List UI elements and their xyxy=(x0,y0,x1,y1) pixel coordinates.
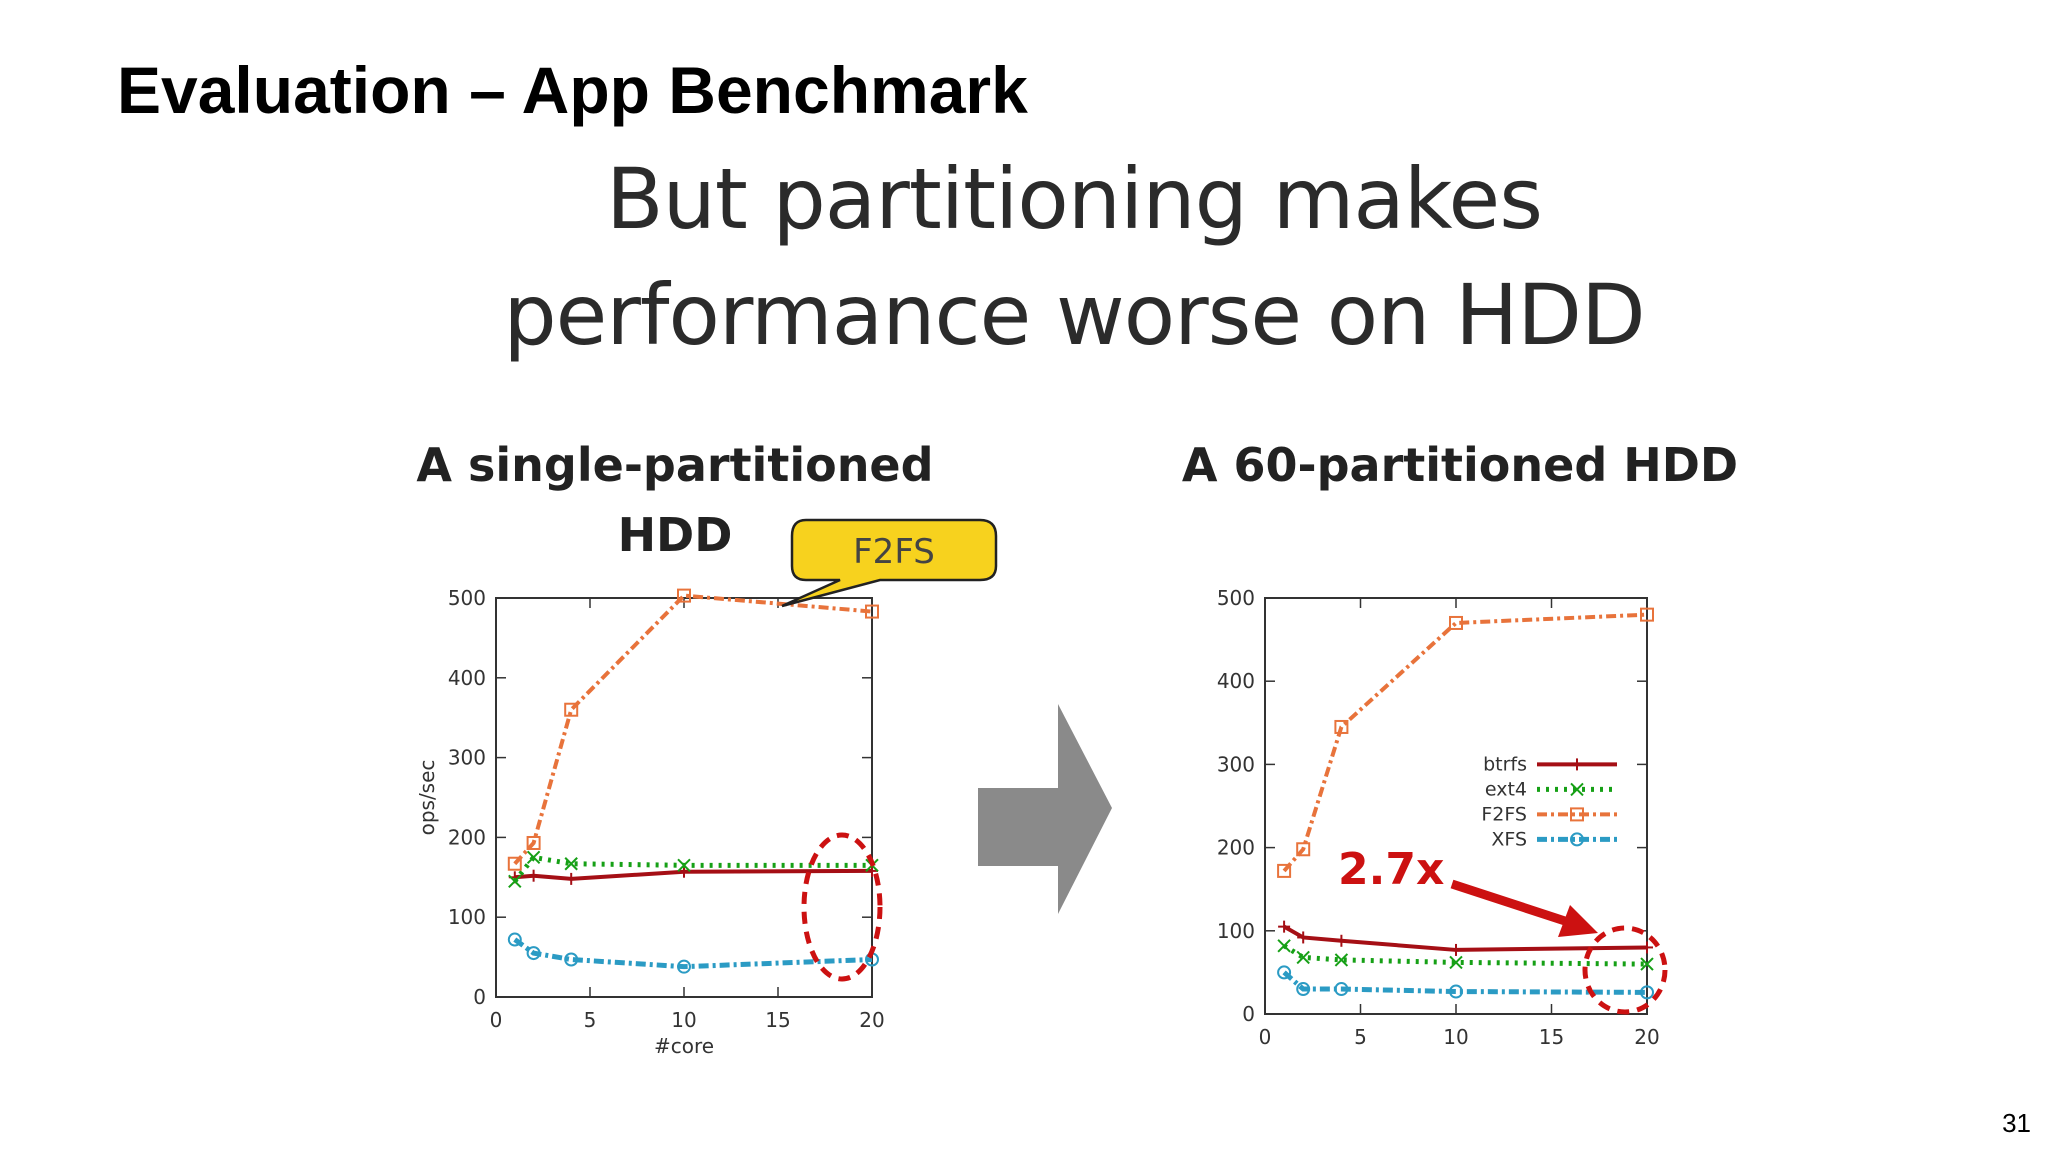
series-line-ext4 xyxy=(512,854,872,883)
callout-bubble xyxy=(781,518,998,608)
data-point-ext4 xyxy=(1334,953,1349,967)
legend-label-ext4: ext4 xyxy=(1485,778,1527,800)
callout-label: F2FS xyxy=(853,532,935,572)
legend-label-f2fs: F2FS xyxy=(1481,803,1527,825)
left-highlight-ellipse xyxy=(801,832,883,982)
data-point-f2fs xyxy=(865,604,879,619)
f2fs-callout: F2FS xyxy=(781,518,998,608)
x-tick-label: 20 xyxy=(859,1008,884,1032)
right-chart-title: A 60-partitioned HDD xyxy=(1181,438,1739,492)
x-axis-label: #core xyxy=(654,1034,714,1058)
x-tick-label: 0 xyxy=(1259,1025,1272,1049)
y-tick-label: 0 xyxy=(1242,1002,1255,1026)
data-point-ext4 xyxy=(526,850,541,865)
data-point-xfs xyxy=(526,946,541,961)
data-point-ext4 xyxy=(1449,955,1463,970)
data-point-ext4 xyxy=(508,874,522,888)
x-tick-label: 5 xyxy=(1354,1025,1367,1049)
slide-title: Evaluation – App Benchmark xyxy=(117,53,1028,127)
legend-label-xfs: XFS xyxy=(1491,828,1527,850)
legend-marker-f2fs xyxy=(1570,807,1584,822)
right-highlight-ellipse xyxy=(1582,925,1668,1015)
data-point-xfs xyxy=(1449,984,1463,999)
x-tick-label: 5 xyxy=(584,1008,597,1032)
data-point-f2fs xyxy=(1296,842,1311,857)
y-tick-label: 500 xyxy=(1217,586,1255,610)
legend-label-btrfs: btrfs xyxy=(1483,753,1527,775)
data-point-ext4 xyxy=(677,858,691,873)
heading-line-1: But partitioning makes xyxy=(605,150,1543,248)
y-tick-label: 100 xyxy=(1217,919,1255,943)
data-point-xfs xyxy=(1334,982,1349,997)
series-line-f2fs xyxy=(513,593,873,866)
data-point-xfs xyxy=(1277,965,1292,980)
y-tick-label: 300 xyxy=(1217,752,1255,776)
data-point-xfs xyxy=(507,932,522,947)
plot-frame xyxy=(495,597,873,998)
data-point-f2fs xyxy=(1640,607,1654,622)
ratio-arrow-icon xyxy=(1558,905,1598,937)
legend-marker-ext4 xyxy=(1570,782,1584,797)
series-line-f2fs xyxy=(1282,612,1648,873)
x-tick-label: 20 xyxy=(1634,1025,1659,1049)
data-point-f2fs xyxy=(526,835,541,850)
y-tick-label: 300 xyxy=(448,746,486,770)
left-chart-title: A single-partitioned HDD xyxy=(416,438,934,562)
x-tick-label: 0 xyxy=(490,1008,503,1032)
data-point-ext4 xyxy=(564,857,578,871)
data-point-xfs xyxy=(677,959,691,974)
right-chart: 0 100 200 300 400 500 0 5 10 15 20 btrfs ext4 F2FS XFS xyxy=(1217,586,1660,1049)
data-point-ext4 xyxy=(1640,957,1654,971)
left-chart: 0 100 200 300 400 500 0 5 10 15 20 #core ops/sec xyxy=(415,586,885,1058)
data-point-f2fs xyxy=(507,856,522,871)
data-point-f2fs xyxy=(564,702,579,717)
data-point-f2fs xyxy=(1334,719,1349,734)
ratio-annotation: 2.7x xyxy=(1338,844,1598,937)
y-tick-label: 200 xyxy=(1217,836,1255,860)
page-number: 31 xyxy=(2002,1108,2031,1138)
ratio-arrow-line xyxy=(1450,879,1570,927)
y-tick-label: 200 xyxy=(448,825,486,849)
y-axis-label: ops/sec xyxy=(415,760,439,836)
data-point-f2fs xyxy=(1277,863,1292,878)
data-point-xfs xyxy=(1296,982,1311,997)
series-line-xfs xyxy=(1282,970,1648,995)
ratio-label: 2.7x xyxy=(1338,844,1444,895)
x-tick-label: 15 xyxy=(1539,1025,1564,1049)
data-point-f2fs xyxy=(677,588,691,603)
data-point-ext4 xyxy=(1277,939,1291,953)
y-tick-label: 0 xyxy=(473,985,486,1009)
x-tick-label: 10 xyxy=(1443,1025,1468,1049)
y-tick-label: 400 xyxy=(1217,669,1255,693)
x-tick-label: 10 xyxy=(671,1008,696,1032)
data-point-f2fs xyxy=(1449,615,1463,630)
y-tick-label: 400 xyxy=(448,666,486,690)
data-point-ext4 xyxy=(1296,950,1310,965)
y-tick-label: 100 xyxy=(448,905,486,929)
series-line-btrfs xyxy=(514,868,873,881)
right-arrow-icon xyxy=(978,704,1112,914)
y-tick-label: 500 xyxy=(448,586,486,610)
data-point-xfs xyxy=(564,952,579,967)
legend-marker-xfs xyxy=(1570,832,1584,847)
heading-line-2: performance worse on HDD xyxy=(503,266,1645,364)
x-tick-label: 15 xyxy=(765,1008,790,1032)
data-point-xfs xyxy=(1640,985,1654,1000)
series-line-xfs xyxy=(513,937,873,970)
